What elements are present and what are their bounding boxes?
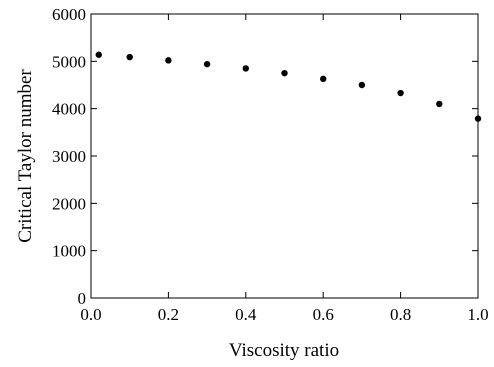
x-axis-ticks: 0.0 0.2 0.4 0.6 0.8 1.0 [80, 14, 489, 324]
data-point [358, 81, 366, 89]
data-point [165, 57, 172, 64]
y-tick-label: 1000 [52, 242, 86, 261]
y-tick-label: 5000 [52, 52, 86, 71]
y-tick-label: 0 [78, 289, 87, 308]
x-tick-label: 0.4 [235, 305, 257, 324]
y-tick-label: 4000 [52, 100, 86, 119]
data-point [397, 89, 404, 97]
y-tick-label: 2000 [52, 194, 86, 213]
data-points [95, 51, 482, 122]
x-axis-title: Viscosity ratio [229, 340, 339, 361]
data-point [320, 75, 327, 83]
data-point [95, 51, 102, 58]
x-tick-label: 0.8 [390, 305, 411, 324]
data-point [436, 100, 443, 108]
y-tick-label: 6000 [52, 5, 86, 24]
y-tick-label: 3000 [52, 147, 86, 166]
data-point [126, 53, 133, 61]
data-point [474, 115, 482, 122]
plot-frame [90, 13, 479, 299]
x-tick-label: 1.0 [467, 305, 488, 324]
y-axis-title: Critical Taylor number [15, 69, 36, 243]
data-point [242, 65, 249, 72]
x-tick-label: 0.6 [313, 305, 334, 324]
data-point [281, 69, 288, 77]
x-tick-label: 0.0 [80, 305, 101, 324]
data-point [203, 60, 211, 68]
y-axis-ticks: 0 1000 2000 3000 4000 5000 6000 [52, 5, 478, 308]
x-tick-label: 0.2 [158, 305, 179, 324]
